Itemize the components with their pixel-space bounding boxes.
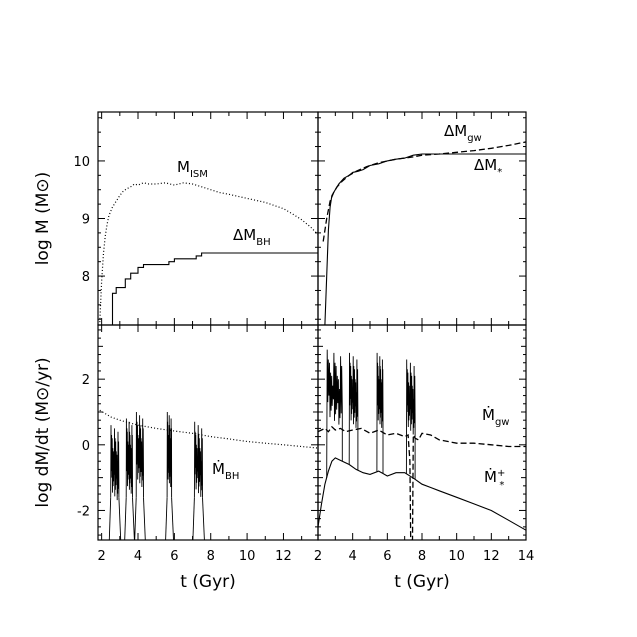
bottom-left-xlabel: t (Gyr) bbox=[180, 572, 236, 592]
panel-frames-layer bbox=[97, 111, 527, 541]
bottom-right-series-1-burst-0 bbox=[326, 349, 343, 478]
bottom-left-series-1-burst-1 bbox=[125, 418, 133, 498]
bottom-left-series-1-burst-4-edge-0 bbox=[192, 497, 195, 540]
bottom-right-series-1-burst-1 bbox=[348, 352, 359, 471]
bottom-left-xtick-label: 2 bbox=[97, 549, 105, 564]
bottom-right-xtick-label: 4 bbox=[349, 549, 357, 564]
bottom-left-xtick-label: 10 bbox=[239, 549, 256, 564]
bottom-left-series-1-burst-3 bbox=[166, 411, 173, 498]
bottom-left-series-1-burst-0 bbox=[110, 425, 120, 501]
bottom-left-ytick-label: 0 bbox=[82, 439, 90, 454]
top-left-ytick-label: 8 bbox=[82, 270, 90, 285]
bottom-right-xtick-label: 12 bbox=[483, 549, 500, 564]
bottom-right-xtick-label: 6 bbox=[383, 549, 391, 564]
top-right-series-line-1 bbox=[324, 153, 526, 325]
bottom-right-series-line-0 bbox=[318, 425, 526, 540]
bottom-left-series-1-burst-1-edge-1 bbox=[132, 497, 135, 540]
data-lines-layer bbox=[99, 141, 526, 540]
top-right-frame bbox=[317, 111, 527, 326]
bottom-left-series-1-burst-0-edge-0 bbox=[108, 497, 112, 540]
bottom-left-series-1-burst-2-edge-0 bbox=[134, 497, 137, 540]
top-left-frame bbox=[97, 111, 319, 326]
bottom-left-series-1-burst-3-edge-1 bbox=[171, 497, 174, 540]
bottom-right-series-label-0: Ṁgw bbox=[482, 405, 509, 428]
bottom-right-series-1-burst-3 bbox=[405, 359, 416, 480]
bottom-right-series-line-1 bbox=[318, 457, 526, 531]
top-left-ytick-label: 9 bbox=[82, 213, 90, 228]
bottom-left-series-1-burst-2-edge-1 bbox=[143, 497, 146, 540]
bottom-left-frame bbox=[97, 324, 319, 541]
bottom-left-ylabel: log dM/dt (M⊙/yr) bbox=[33, 357, 53, 507]
top-right-series-label-0: ΔMgw bbox=[444, 122, 482, 144]
bottom-left-series-1-burst-2 bbox=[135, 411, 144, 498]
bottom-left-series-1-burst-1-edge-0 bbox=[124, 497, 127, 540]
top-left-ylabel: log M (M⊙) bbox=[33, 172, 53, 266]
top-left-series-line-1 bbox=[111, 252, 318, 325]
top-left-series-label-0: MISM bbox=[177, 158, 208, 180]
top-right-series-label-1: ΔM* bbox=[474, 156, 502, 178]
bottom-right-series-1-burst-2 bbox=[376, 352, 384, 474]
bottom-left-xtick-label: 6 bbox=[170, 549, 178, 564]
bottom-left-series-1-burst-3-edge-0 bbox=[165, 497, 168, 540]
bottom-left-xtick-label: 4 bbox=[134, 549, 142, 564]
bottom-right-xtick-label: 8 bbox=[418, 549, 426, 564]
bottom-left-series-1-burst-0-edge-1 bbox=[118, 497, 122, 540]
bottom-right-xlabel: t (Gyr) bbox=[394, 572, 450, 592]
bottom-left-series-1-burst-4 bbox=[193, 421, 203, 498]
ticks-layer bbox=[98, 112, 527, 540]
bottom-right-xtick-label: 10 bbox=[448, 549, 465, 564]
labels-layer: 8 9 10 log M (M⊙) -2 0 2 2 4 6 8 10 12 t (Gyr) log dM/… bbox=[33, 122, 534, 592]
bottom-left-series-1-burst-4-edge-1 bbox=[202, 497, 205, 540]
bottom-right-series-label-1: Ṁ+ * bbox=[484, 467, 505, 491]
bottom-left-ytick-label: 2 bbox=[82, 373, 90, 388]
bottom-left-xtick-label: 12 bbox=[275, 549, 292, 564]
bottom-right-xtick-label: 2 bbox=[314, 549, 322, 564]
top-left-ytick-label: 10 bbox=[73, 155, 90, 170]
bottom-left-ytick-label: -2 bbox=[77, 504, 90, 519]
bottom-left-series-label-1: ṀBH bbox=[212, 459, 239, 482]
top-left-series-label-1: ΔMBH bbox=[233, 226, 271, 248]
bottom-left-xtick-label: 8 bbox=[207, 549, 215, 564]
bottom-right-xtick-label: 14 bbox=[518, 549, 535, 564]
